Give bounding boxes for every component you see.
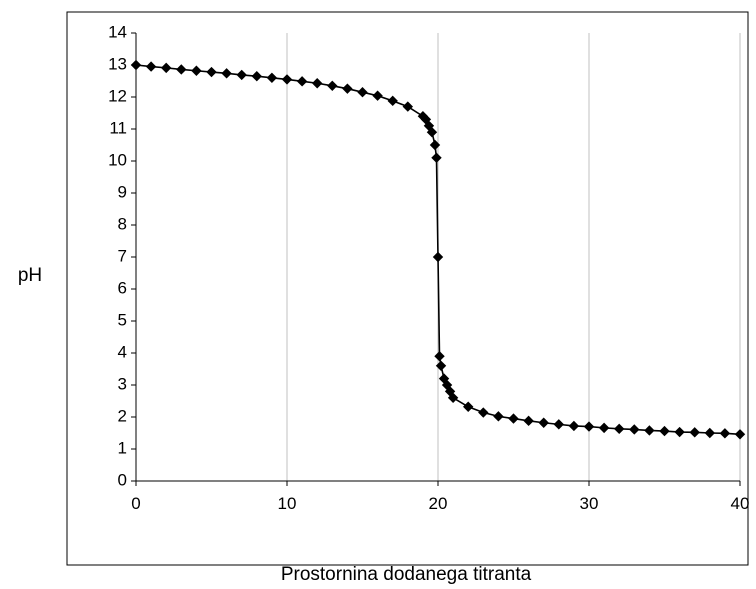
data-point-marker [493, 411, 504, 422]
x-tick-label: 0 [131, 494, 140, 513]
data-point-marker [719, 428, 731, 439]
x-axis-title: Prostornina dodanega titranta [281, 564, 532, 585]
y-tick-label: 7 [118, 246, 127, 265]
data-point-marker [402, 101, 413, 112]
data-point-marker [644, 425, 655, 436]
x-tick-label: 30 [580, 494, 599, 513]
y-tick-label: 13 [108, 54, 127, 73]
data-point-marker [447, 392, 459, 403]
y-tick-label: 1 [118, 438, 127, 457]
y-tick-label: 11 [109, 118, 127, 137]
data-point-marker [568, 420, 580, 432]
y-tick-label: 2 [118, 406, 127, 425]
data-point-marker [161, 62, 172, 74]
data-point-marker [387, 95, 398, 107]
y-tick-label: 5 [118, 310, 127, 329]
data-point-marker [689, 427, 700, 438]
data-point-marker [463, 401, 474, 412]
data-point-marker [431, 152, 442, 163]
y-tick-label: 4 [118, 342, 127, 361]
data-point-marker [629, 424, 640, 435]
y-axis-title: pH [18, 265, 42, 286]
data-series [130, 59, 746, 440]
data-point-marker [327, 80, 338, 91]
data-point-marker [435, 360, 447, 371]
data-point-marker [251, 71, 262, 82]
y-tick-label: 0 [118, 470, 127, 489]
data-point-marker [417, 111, 429, 122]
data-point-marker [130, 59, 142, 71]
y-tick-label: 10 [108, 150, 127, 169]
data-point-marker [221, 68, 232, 79]
data-point-marker [426, 127, 438, 138]
data-point-marker [432, 251, 444, 263]
data-point-marker [296, 76, 308, 87]
x-tick-label: 10 [278, 494, 297, 513]
data-point-marker [538, 417, 549, 428]
data-point-marker [434, 351, 445, 362]
data-point-marker [312, 78, 323, 89]
data-point-marker [429, 139, 441, 151]
data-point-marker [508, 413, 519, 424]
data-point-marker [342, 83, 353, 94]
y-tick-label: 6 [118, 278, 127, 297]
y-tick-label: 14 [108, 22, 127, 41]
x-tick-label: 20 [429, 494, 448, 513]
y-tick-label: 12 [108, 86, 127, 105]
data-point-marker [266, 72, 278, 83]
data-point-marker [372, 90, 383, 101]
data-point-marker [176, 64, 187, 75]
data-point-marker [523, 415, 534, 427]
data-point-marker [674, 426, 685, 438]
y-tick-label: 8 [118, 214, 127, 233]
data-point-marker [145, 61, 157, 72]
chart-area-frame [66, 11, 749, 566]
y-tick-label: 3 [118, 374, 127, 393]
data-point-marker [659, 425, 670, 437]
data-point-marker [236, 69, 247, 81]
data-point-marker [734, 429, 746, 440]
data-point-marker [191, 65, 202, 76]
data-point-marker [614, 423, 625, 435]
data-point-marker [553, 419, 564, 430]
data-point-marker [583, 421, 595, 432]
data-point-marker [206, 66, 217, 78]
data-point-marker [281, 74, 293, 85]
x-tick-label: 40 [731, 494, 750, 513]
data-point-marker [598, 422, 610, 434]
data-point-marker [704, 427, 715, 439]
data-point-marker [357, 87, 368, 98]
data-point-marker [478, 407, 489, 418]
y-tick-label: 9 [118, 182, 127, 201]
